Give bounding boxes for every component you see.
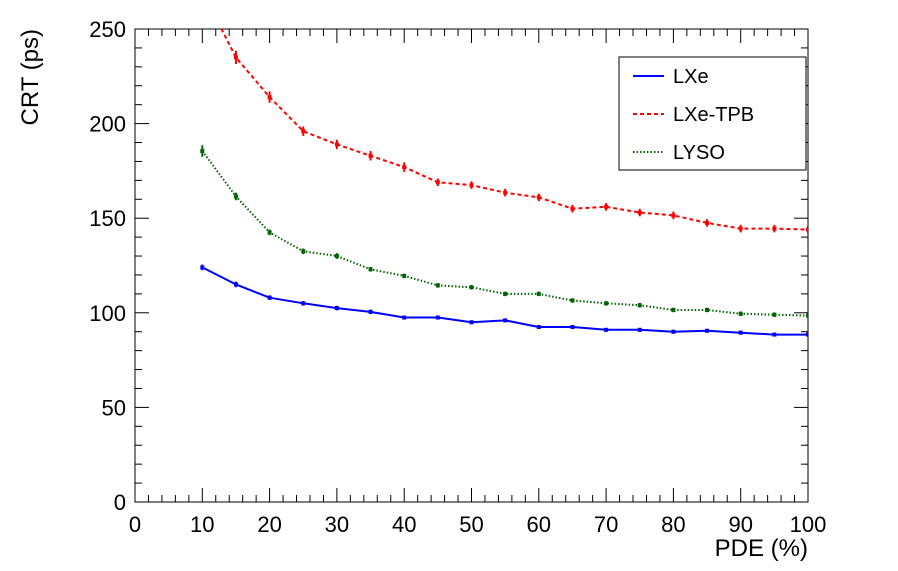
x-tick-label: 20 [257, 512, 281, 537]
series-LXe [200, 264, 808, 337]
data-point [671, 307, 676, 312]
x-tick-label: 90 [728, 512, 752, 537]
data-point [301, 249, 306, 254]
data-point [334, 142, 339, 147]
data-point [503, 291, 508, 296]
data-point [671, 213, 676, 218]
x-tick-label: 50 [459, 512, 483, 537]
data-point [233, 194, 238, 199]
data-point [604, 327, 609, 332]
data-point [301, 301, 306, 306]
data-point [334, 254, 339, 259]
x-tick-label: 60 [527, 512, 551, 537]
series-line [201, 266, 808, 336]
data-point [806, 332, 808, 337]
data-point [200, 265, 205, 270]
data-point [637, 327, 642, 332]
data-point [334, 306, 339, 311]
series-LXe-TPB [220, 29, 808, 234]
data-point [738, 226, 743, 231]
data-point [705, 328, 710, 333]
y-tick-label: 100 [89, 301, 126, 326]
data-point [503, 190, 508, 195]
data-point [435, 180, 440, 185]
x-tick-label: 40 [392, 512, 416, 537]
data-point [503, 318, 508, 323]
data-point [637, 210, 642, 215]
tick-labels: 0 10 20 30 40 50 60 70 80 90 100 0 50 100 150 200 250 [89, 17, 826, 537]
x-tick-label: 80 [661, 512, 685, 537]
data-point [267, 230, 272, 235]
data-point [402, 315, 407, 320]
data-point [536, 291, 541, 296]
data-point [604, 204, 609, 209]
data-point [435, 315, 440, 320]
data-point [368, 267, 373, 272]
data-point [772, 332, 777, 337]
data-point [368, 153, 373, 158]
y-axis-title: CRT (ps) [17, 29, 44, 125]
data-point [233, 55, 238, 60]
data-point [570, 324, 575, 329]
series-line [201, 150, 808, 317]
data-point [570, 206, 575, 211]
data-point [469, 285, 474, 290]
data-point [469, 183, 474, 188]
series-LYSO [200, 145, 808, 318]
data-point [772, 226, 777, 231]
data-point [200, 149, 205, 154]
legend: LXe LXe-TPB LYSO [618, 56, 807, 171]
data-point [604, 301, 609, 306]
data-point [671, 329, 676, 334]
legend-label: LYSO [673, 142, 725, 164]
data-point [233, 282, 238, 287]
y-tick-label: 50 [102, 395, 126, 420]
x-axis-title: PDE (%) [715, 535, 808, 562]
x-tick-label: 100 [790, 512, 827, 537]
data-point [267, 295, 272, 300]
data-point [705, 307, 710, 312]
x-tick-label: 70 [594, 512, 618, 537]
data-point [772, 312, 777, 317]
data-point [705, 220, 710, 225]
data-point [637, 303, 642, 308]
y-tick-label: 150 [89, 206, 126, 231]
data-point [301, 129, 306, 134]
data-point [536, 324, 541, 329]
data-point [738, 330, 743, 335]
x-tick-label: 0 [129, 512, 141, 537]
data-point [536, 195, 541, 200]
data-point [368, 309, 373, 314]
y-tick-label: 200 [89, 112, 126, 137]
legend-label: LXe [673, 66, 709, 88]
data-point [435, 283, 440, 288]
series-group [200, 29, 808, 337]
data-point [570, 298, 575, 303]
x-tick-label: 30 [325, 512, 349, 537]
data-point [402, 273, 407, 278]
x-tick-label: 10 [190, 512, 214, 537]
data-point [469, 320, 474, 325]
legend-label: LXe-TPB [673, 104, 754, 126]
data-point [806, 313, 808, 318]
axis-ticks [134, 28, 809, 503]
data-point [267, 95, 272, 100]
data-point [806, 227, 808, 232]
data-point [402, 165, 407, 170]
data-point [738, 311, 743, 316]
y-tick-label: 250 [89, 17, 126, 42]
y-tick-label: 0 [114, 490, 126, 515]
